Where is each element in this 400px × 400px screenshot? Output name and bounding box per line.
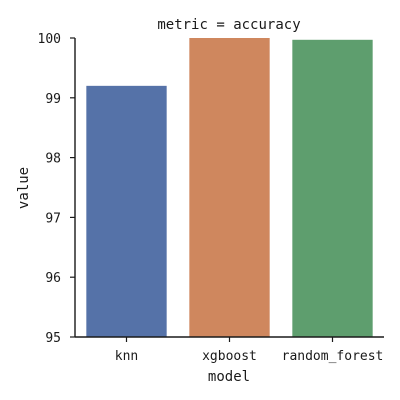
y-tick-label: 98	[45, 152, 61, 167]
y-axis: 95 96 97 98 99 100	[38, 32, 76, 346]
x-tick-label: knn	[115, 349, 138, 364]
y-tick-label: 95	[45, 331, 61, 346]
x-tick-label: random_forest	[282, 349, 384, 364]
x-tick-label: xgboost	[202, 349, 257, 364]
bars-group	[86, 38, 373, 337]
y-tick-label: 96	[45, 271, 61, 286]
bar-xgboost	[189, 38, 270, 337]
x-axis: knn xgboost random_forest	[75, 336, 384, 364]
bar-random_forest	[292, 39, 373, 337]
y-tick-label: 99	[45, 92, 61, 107]
bar-knn	[86, 85, 167, 337]
y-tick-label: 100	[38, 32, 61, 47]
chart-title: metric = accuracy	[157, 17, 300, 33]
y-axis-label: value	[16, 167, 32, 209]
x-axis-label: model	[208, 369, 250, 385]
y-tick-label: 97	[45, 211, 61, 226]
